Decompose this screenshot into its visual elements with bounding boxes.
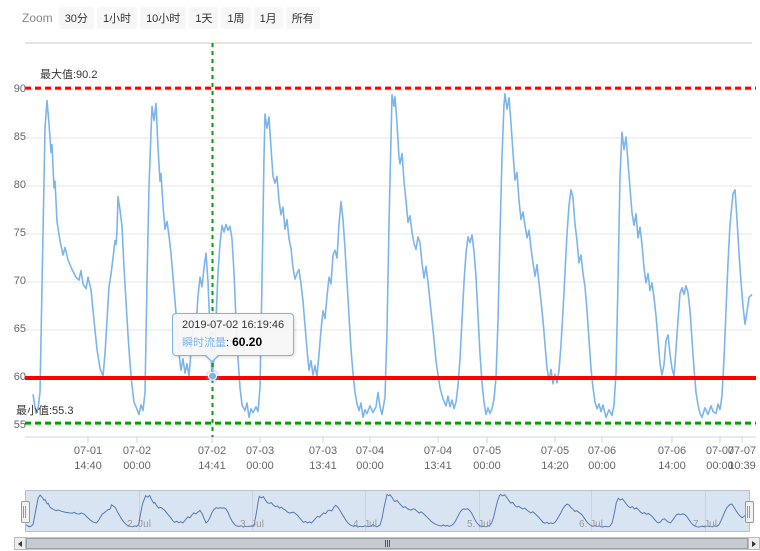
scrollbar-track[interactable] xyxy=(26,537,748,550)
scrollbar-grip-icon xyxy=(384,540,390,547)
x-axis-label: 07-07 10:39 xyxy=(727,445,757,472)
y-axis-label: 90 xyxy=(13,83,26,95)
zoom-button-4[interactable]: 1天 xyxy=(189,7,219,29)
zoom-button-5[interactable]: 1周 xyxy=(221,7,251,29)
navigator-gridline xyxy=(591,491,592,531)
chart-tooltip: 2019-07-02 16:19:46 瞬时流量: 60.20 xyxy=(172,313,295,363)
x-axis-label: 07-05 00:00 xyxy=(472,445,502,472)
x-axis-label: 07-01 14:40 xyxy=(73,445,103,472)
tooltip-separator: : xyxy=(226,337,233,349)
navigator-gridline xyxy=(705,491,706,531)
navigator-gridline xyxy=(365,491,366,531)
tooltip-value-row: 瞬时流量: 60.20 xyxy=(182,334,284,350)
min-plotline-label: 最小值:55.3 xyxy=(16,405,74,417)
x-axis-label: 07-06 14:00 xyxy=(657,445,687,472)
navigator-date-label: 6. Jul xyxy=(579,519,603,530)
y-axis-label: 65 xyxy=(13,323,26,335)
navigator-date-label: 2. Jul xyxy=(127,519,151,530)
scrollbar-right-button[interactable] xyxy=(748,537,760,550)
series-line xyxy=(32,93,753,419)
y-axis-label: 60 xyxy=(13,371,26,383)
x-axis-label: 07-04 13:41 xyxy=(423,445,453,472)
scrollbar-left-arrow-icon xyxy=(18,540,22,547)
navigator-left-handle[interactable] xyxy=(21,501,30,523)
scrollbar-thumb[interactable] xyxy=(26,538,748,549)
x-axis-label: 07-02 00:00 xyxy=(122,445,152,472)
x-axis-label: 07-06 00:00 xyxy=(587,445,617,472)
handle-grip-icon xyxy=(23,506,24,518)
y-axis-label: 70 xyxy=(13,275,26,287)
zoom-buttons-group: 30分 1小时 10小时 1天 1周 1月 所有 xyxy=(58,7,323,29)
x-axis-label: 07-05 14:20 xyxy=(540,445,570,472)
zoom-button-3[interactable]: 10小时 xyxy=(140,7,187,29)
navigator[interactable]: 2. Jul 3. Jul 4. Jul 5. Jul 6. Jul 7. Jul xyxy=(21,490,754,532)
handle-grip-icon xyxy=(747,506,748,518)
x-axis-label: 07-03 00:00 xyxy=(245,445,275,472)
tooltip-series-label: 瞬时流量 xyxy=(182,337,226,349)
zoom-button-1[interactable]: 30分 xyxy=(58,7,94,29)
y-axis-label: 85 xyxy=(13,131,26,143)
x-axis-label: 07-04 00:00 xyxy=(355,445,385,472)
navigator-series-line xyxy=(26,493,749,528)
zoom-button-7[interactable]: 所有 xyxy=(285,7,320,29)
tooltip-value: 60.20 xyxy=(232,335,263,349)
navigator-date-label: 7. Jul xyxy=(693,519,717,530)
navigator-right-handle[interactable] xyxy=(745,501,754,523)
max-plotline-label: 最大值:90.2 xyxy=(40,69,98,81)
zoom-button-6[interactable]: 1月 xyxy=(253,7,283,29)
zoom-toolbar: Zoom 30分 1小时 10小时 1天 1周 1月 所有 xyxy=(22,7,323,29)
chart-plot-area[interactable] xyxy=(0,0,760,480)
zoom-button-2[interactable]: 1小时 xyxy=(96,7,138,29)
navigator-gridline xyxy=(252,491,253,531)
y-axis-label: 55 xyxy=(13,419,26,431)
y-axis-label: 80 xyxy=(13,179,26,191)
x-axis-label: 07-02 14:41 xyxy=(197,445,227,472)
navigator-gridline xyxy=(139,491,140,531)
navigator-date-label: 4. Jul xyxy=(353,519,377,530)
navigator-date-label: 5. Jul xyxy=(467,519,491,530)
navigator-mini-chart xyxy=(26,493,749,528)
hover-point-marker xyxy=(208,371,217,381)
scrollbar xyxy=(14,537,760,550)
scrollbar-left-button[interactable] xyxy=(14,537,26,550)
tooltip-datetime: 2019-07-02 16:19:46 xyxy=(182,319,285,331)
x-axis-label: 07-07 00:00 xyxy=(705,445,735,472)
y-axis-label: 75 xyxy=(13,227,26,239)
navigator-date-label: 3. Jul xyxy=(240,519,264,530)
zoom-toolbar-label: Zoom xyxy=(22,11,53,25)
navigator-gridline xyxy=(479,491,480,531)
scrollbar-right-arrow-icon xyxy=(752,540,756,547)
x-axis-label: 07-03 13:41 xyxy=(308,445,338,472)
